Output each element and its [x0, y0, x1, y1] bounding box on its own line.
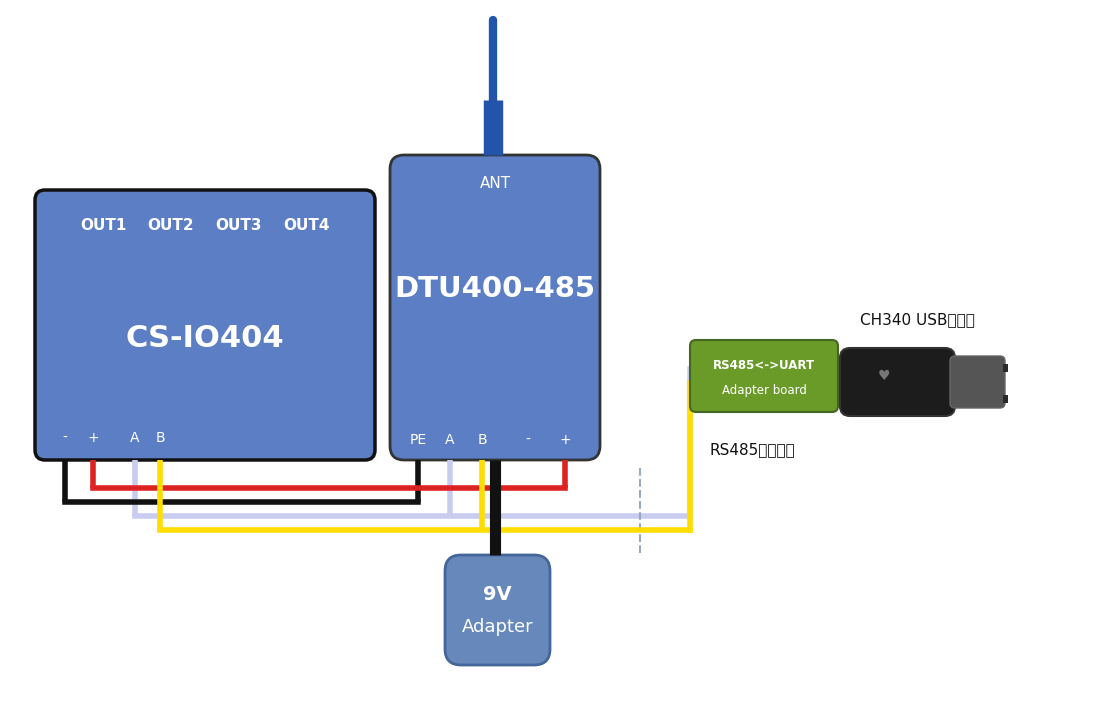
- Text: OUT3: OUT3: [216, 217, 263, 232]
- Text: OUT1: OUT1: [80, 217, 126, 232]
- Text: -: -: [525, 433, 531, 447]
- Text: +: +: [559, 433, 571, 447]
- Text: B: B: [477, 433, 486, 447]
- Text: OUT4: OUT4: [284, 217, 331, 232]
- Text: A: A: [445, 433, 455, 447]
- Text: CH340 USB串口线: CH340 USB串口线: [860, 312, 975, 327]
- Text: Adapter board: Adapter board: [721, 384, 807, 397]
- Text: 9V: 9V: [483, 585, 512, 604]
- FancyBboxPatch shape: [690, 340, 838, 412]
- Text: PE: PE: [410, 433, 426, 447]
- Text: ANT: ANT: [480, 175, 511, 190]
- Text: CS-IO404: CS-IO404: [126, 324, 284, 353]
- Text: RS485传输电线: RS485传输电线: [710, 443, 796, 458]
- FancyBboxPatch shape: [35, 190, 375, 460]
- Bar: [1003, 364, 1008, 372]
- Text: B: B: [155, 431, 165, 445]
- Text: RS485<->UART: RS485<->UART: [713, 359, 815, 372]
- FancyBboxPatch shape: [840, 348, 955, 416]
- Text: -: -: [62, 431, 68, 445]
- FancyBboxPatch shape: [445, 555, 550, 665]
- Text: +: +: [87, 431, 99, 445]
- FancyBboxPatch shape: [390, 155, 600, 460]
- Text: Adapter: Adapter: [462, 618, 533, 636]
- Text: ♥: ♥: [877, 369, 890, 383]
- Text: OUT2: OUT2: [148, 217, 195, 232]
- Text: A: A: [130, 431, 140, 445]
- Bar: [1003, 395, 1008, 403]
- Text: DTU400-485: DTU400-485: [394, 275, 595, 303]
- FancyBboxPatch shape: [951, 356, 1005, 408]
